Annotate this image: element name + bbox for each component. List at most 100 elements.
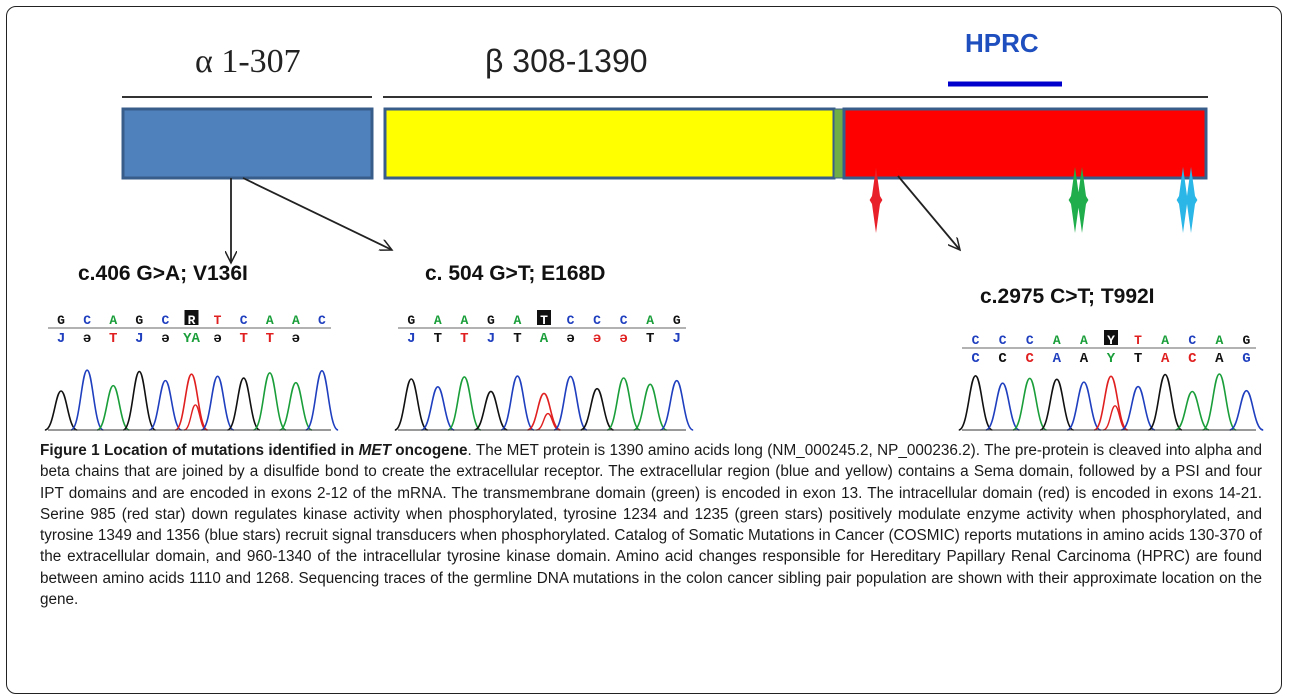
base-call: G xyxy=(57,313,65,328)
base-call: A xyxy=(1161,333,1169,348)
trace-peak xyxy=(659,379,694,431)
base-call-secondary: J xyxy=(407,331,415,347)
trace-peak xyxy=(500,375,535,431)
met-protein-diagram: α 1-307 β 308-1390 HPRC c.406 G>A; V136I… xyxy=(44,28,1264,431)
base-call: R xyxy=(188,313,196,328)
trace-secondary-peak xyxy=(183,404,208,431)
blue-star-tyrosine-1356 xyxy=(1184,167,1198,233)
base-call-secondary: J xyxy=(135,331,143,347)
trace-secondary-peak xyxy=(1103,405,1128,431)
base-call: A xyxy=(109,313,117,328)
base-call: A xyxy=(460,313,468,328)
base-call: T xyxy=(540,313,548,328)
trace-peak xyxy=(1120,385,1156,431)
base-call-secondary: T xyxy=(460,331,468,347)
arrow-to-e168d xyxy=(242,177,392,250)
base-call-secondary: ə xyxy=(619,331,627,347)
alpha-chain-bar xyxy=(121,107,374,180)
base-call: C xyxy=(1026,333,1034,348)
trace-peak xyxy=(553,375,588,431)
base-call-secondary: ə xyxy=(83,331,91,347)
trace-peak xyxy=(1147,373,1183,431)
base-call: A xyxy=(266,313,274,328)
caption-title: Figure 1 Location of mutations identifie… xyxy=(40,442,468,459)
base-call-secondary: T xyxy=(1134,351,1142,367)
base-call: G xyxy=(407,313,415,328)
base-call: A xyxy=(1053,333,1061,348)
base-call-secondary: G xyxy=(1242,351,1250,367)
base-call-secondary: A xyxy=(1215,351,1224,367)
base-call-secondary: C xyxy=(1026,351,1035,367)
base-call-secondary: ə xyxy=(161,331,169,347)
variant-highlight xyxy=(537,310,551,325)
trace-peak xyxy=(305,370,339,431)
trace-peak xyxy=(1093,375,1129,431)
base-call-secondary: ə xyxy=(593,331,601,347)
trace-secondary-peak xyxy=(536,412,560,431)
base-call: C xyxy=(318,313,326,328)
base-call: A xyxy=(514,313,522,328)
base-call: C xyxy=(999,333,1007,348)
base-call: C xyxy=(83,313,91,328)
mutation-label-e168d: c. 504 G>T; E168D xyxy=(425,262,605,285)
base-call-secondary: ə xyxy=(213,331,221,347)
base-call-secondary: ə xyxy=(292,331,300,347)
caption-title-gene: MET xyxy=(358,442,391,459)
phosphorylation-stars xyxy=(869,167,1198,233)
trace-peak xyxy=(227,377,261,431)
trace-peak xyxy=(474,390,508,431)
trace-peak xyxy=(447,376,482,431)
base-call: C xyxy=(972,333,980,348)
trace-peak xyxy=(606,377,641,431)
base-call-secondary: YA xyxy=(183,331,200,347)
base-call-secondary: ə xyxy=(566,331,574,347)
base-call-secondary: J xyxy=(673,331,681,347)
base-call-secondary: A xyxy=(540,331,549,347)
trace-peak xyxy=(44,390,78,431)
trace-peak xyxy=(279,381,313,431)
trace-peak xyxy=(174,373,209,431)
trace-peak xyxy=(96,384,130,431)
base-call: G xyxy=(1243,333,1251,348)
base-call: A xyxy=(1080,333,1088,348)
base-call: C xyxy=(1188,333,1196,348)
blue-star-tyrosine-1349 xyxy=(1176,167,1190,233)
trace-peak xyxy=(420,386,455,431)
base-call: T xyxy=(1134,333,1142,348)
mutation-label-t992i: c.2975 C>T; T992I xyxy=(980,285,1155,308)
caption-title-prefix: Figure 1 Location of mutations identifie… xyxy=(40,442,359,459)
base-call-secondary: A xyxy=(1053,351,1062,367)
trace-peak xyxy=(633,383,668,431)
red-star-serine-985 xyxy=(869,167,883,233)
trace-peak xyxy=(122,370,156,431)
arrow-to-t992i xyxy=(897,175,960,250)
base-call: A xyxy=(1215,333,1223,348)
trace-peak xyxy=(1039,378,1075,431)
trace-peak xyxy=(1175,390,1210,431)
trace-peak xyxy=(958,374,993,431)
extracellular-beta-bar xyxy=(383,107,836,180)
trace-peak xyxy=(1066,381,1102,431)
trace-peak xyxy=(1229,389,1264,431)
base-call-secondary: T xyxy=(434,331,442,347)
trace-peak xyxy=(985,382,1020,431)
base-call: G xyxy=(673,313,681,328)
trace-peak xyxy=(148,379,183,431)
base-call-secondary: T xyxy=(266,331,274,347)
beta-chain-label: β 308-1390 xyxy=(485,43,648,79)
variant-highlight xyxy=(184,310,199,325)
figure-caption: Figure 1 Location of mutations identifie… xyxy=(40,440,1262,610)
base-call-secondary: J xyxy=(487,331,495,347)
trace-peak xyxy=(253,372,287,431)
trace-peak xyxy=(580,387,614,431)
intracellular-domain-bar xyxy=(842,107,1208,180)
base-call-secondary: T xyxy=(239,331,247,347)
base-call-secondary: C xyxy=(1188,351,1197,367)
base-call-secondary: C xyxy=(971,351,980,367)
trace-peak xyxy=(1012,377,1047,431)
alpha-chain-label: α 1-307 xyxy=(195,43,301,80)
base-call: C xyxy=(240,313,248,328)
base-call-secondary: A xyxy=(1161,351,1170,367)
